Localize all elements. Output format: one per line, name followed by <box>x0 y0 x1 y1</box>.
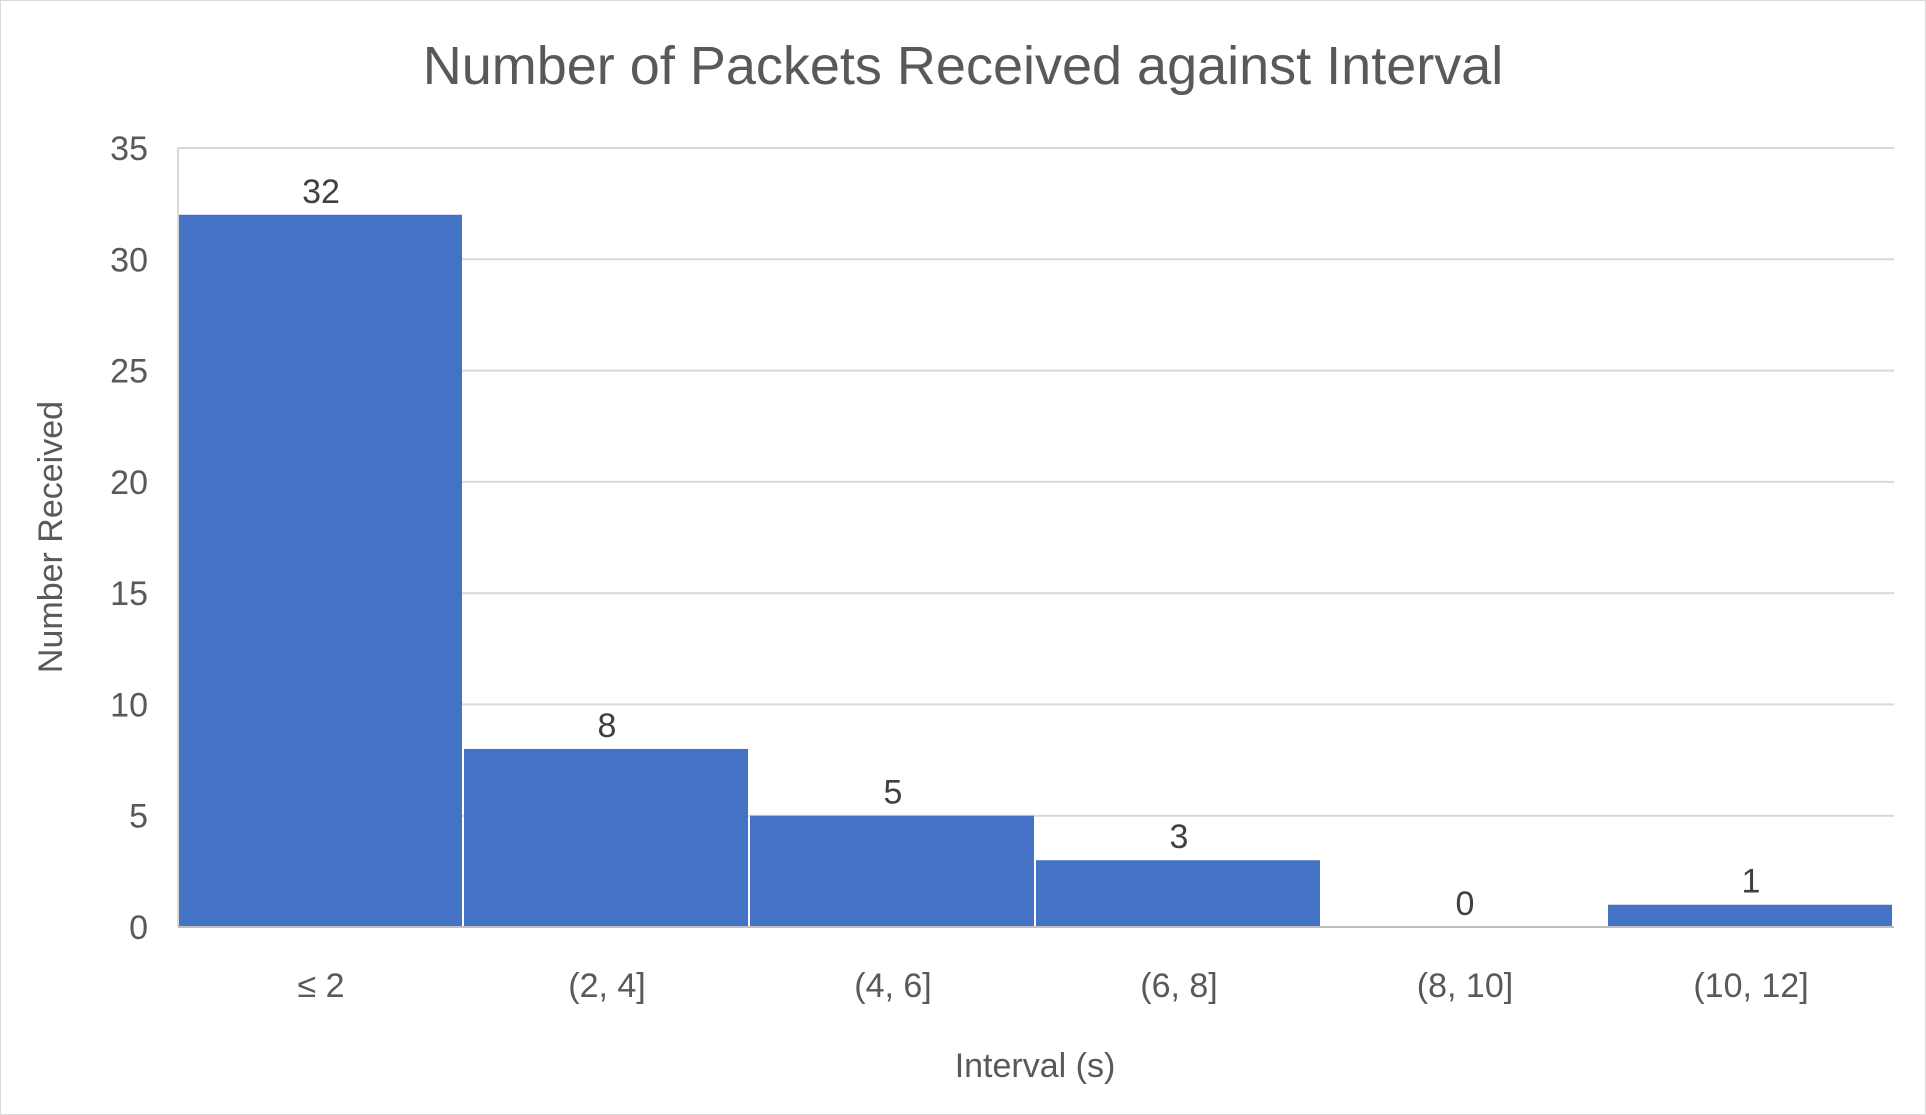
x-tick-label: (8, 10] <box>1417 967 1513 1005</box>
x-tick-label: (6, 8] <box>1140 967 1217 1005</box>
y-tick-label: 0 <box>129 909 148 947</box>
y-axis-title: Number Received <box>32 401 70 673</box>
bar <box>178 214 462 927</box>
data-label: 32 <box>302 173 340 211</box>
data-label: 5 <box>884 774 903 812</box>
bar <box>1036 860 1320 927</box>
y-tick-label: 15 <box>110 575 148 613</box>
chart-title: Number of Packets Received against Inter… <box>423 36 1504 96</box>
data-labels: 32 8 5 3 0 1 <box>302 173 1760 923</box>
x-axis-title: Interval (s) <box>955 1047 1116 1085</box>
data-label: 0 <box>1456 885 1475 923</box>
y-tick-label: 5 <box>129 798 148 836</box>
x-tick-label: (4, 6] <box>854 967 931 1005</box>
bar <box>1608 904 1892 927</box>
y-tick-label: 25 <box>110 353 148 391</box>
data-label: 3 <box>1170 818 1189 856</box>
bar <box>750 815 1034 927</box>
data-label: 8 <box>598 707 617 745</box>
bars <box>178 214 1892 927</box>
y-tick-label: 20 <box>110 464 148 502</box>
y-tick-label: 35 <box>110 130 148 168</box>
data-label: 1 <box>1742 863 1761 901</box>
y-tick-label: 30 <box>110 241 148 279</box>
x-tick-label: ≤ 2 <box>297 967 344 1005</box>
bar <box>464 748 748 927</box>
y-tick-label: 10 <box>110 686 148 724</box>
x-tick-label: (2, 4] <box>568 967 645 1005</box>
x-tick-label: (10, 12] <box>1693 967 1808 1005</box>
